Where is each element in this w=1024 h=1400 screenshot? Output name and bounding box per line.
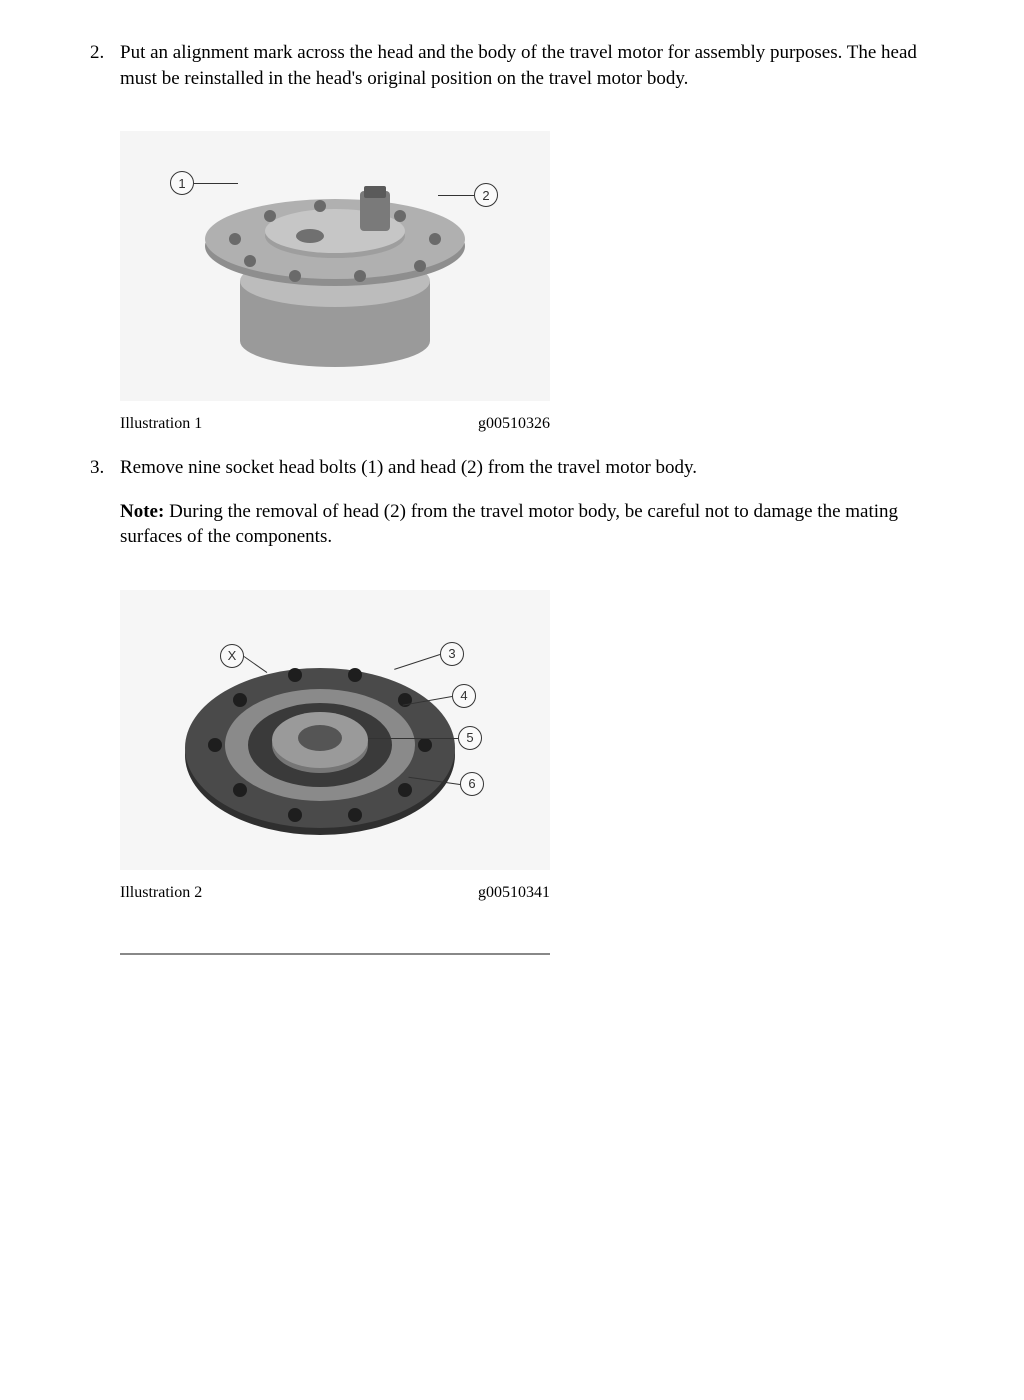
figure-2-image: X 3 4 5 6 <box>120 590 550 870</box>
callout-5: 5 <box>458 726 482 750</box>
step-2: Put an alignment mark across the head an… <box>90 40 934 91</box>
figure-1: 1 2 Illustration 1 g00510326 <box>120 131 550 435</box>
callout-4: 4 <box>452 684 476 708</box>
step-list: Put an alignment mark across the head an… <box>90 40 934 955</box>
leader-1 <box>194 183 238 184</box>
callout-6: 6 <box>460 772 484 796</box>
figure-1-caption: Illustration 1 g00510326 <box>120 413 550 435</box>
step-2-text: Put an alignment mark across the head an… <box>120 42 917 89</box>
callout-3: 3 <box>440 642 464 666</box>
figure-1-image: 1 2 <box>120 131 550 401</box>
step-3: Remove nine socket head bolts (1) and he… <box>90 455 934 550</box>
figure-2-caption: Illustration 2 g00510341 <box>120 882 550 904</box>
figure-1-caption-right: g00510326 <box>478 413 550 435</box>
callout-x: X <box>220 644 244 668</box>
figure-1-caption-left: Illustration 1 <box>120 413 202 435</box>
step-3-text: Remove nine socket head bolts (1) and he… <box>120 457 697 478</box>
note-label: Note: <box>120 501 164 522</box>
step-3-note: Note: During the removal of head (2) fro… <box>120 499 934 550</box>
figure-2-svg <box>120 590 550 870</box>
figure-2: X 3 4 5 6 Illustration 2 g00510341 <box>120 590 550 904</box>
leader-5 <box>368 738 458 739</box>
leader-2 <box>438 195 474 196</box>
figure-2-caption-right: g00510341 <box>478 882 550 904</box>
note-text: During the removal of head (2) from the … <box>120 501 898 548</box>
figure-2-caption-left: Illustration 2 <box>120 882 202 904</box>
figure-3-top-rule <box>120 953 550 955</box>
